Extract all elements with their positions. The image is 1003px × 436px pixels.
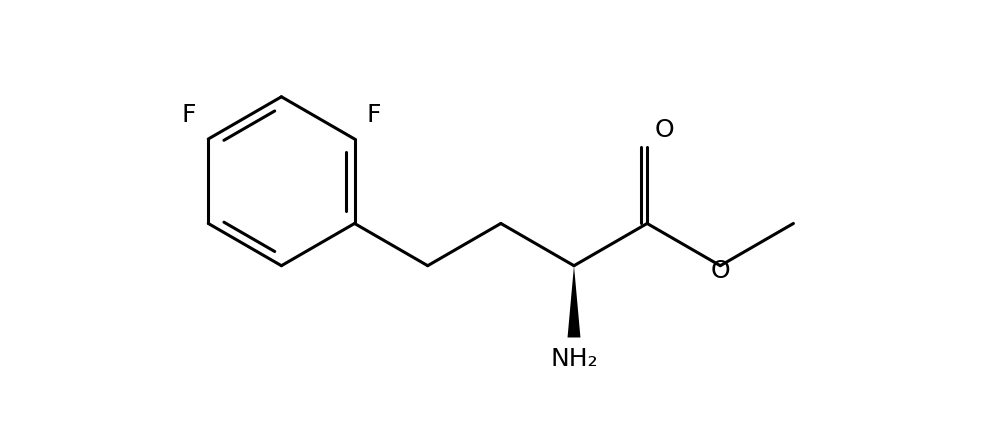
Text: O: O <box>710 259 729 283</box>
Text: F: F <box>182 103 197 127</box>
Text: O: O <box>654 119 674 143</box>
Polygon shape <box>567 266 580 337</box>
Text: NH₂: NH₂ <box>550 347 597 371</box>
Text: F: F <box>366 103 380 127</box>
